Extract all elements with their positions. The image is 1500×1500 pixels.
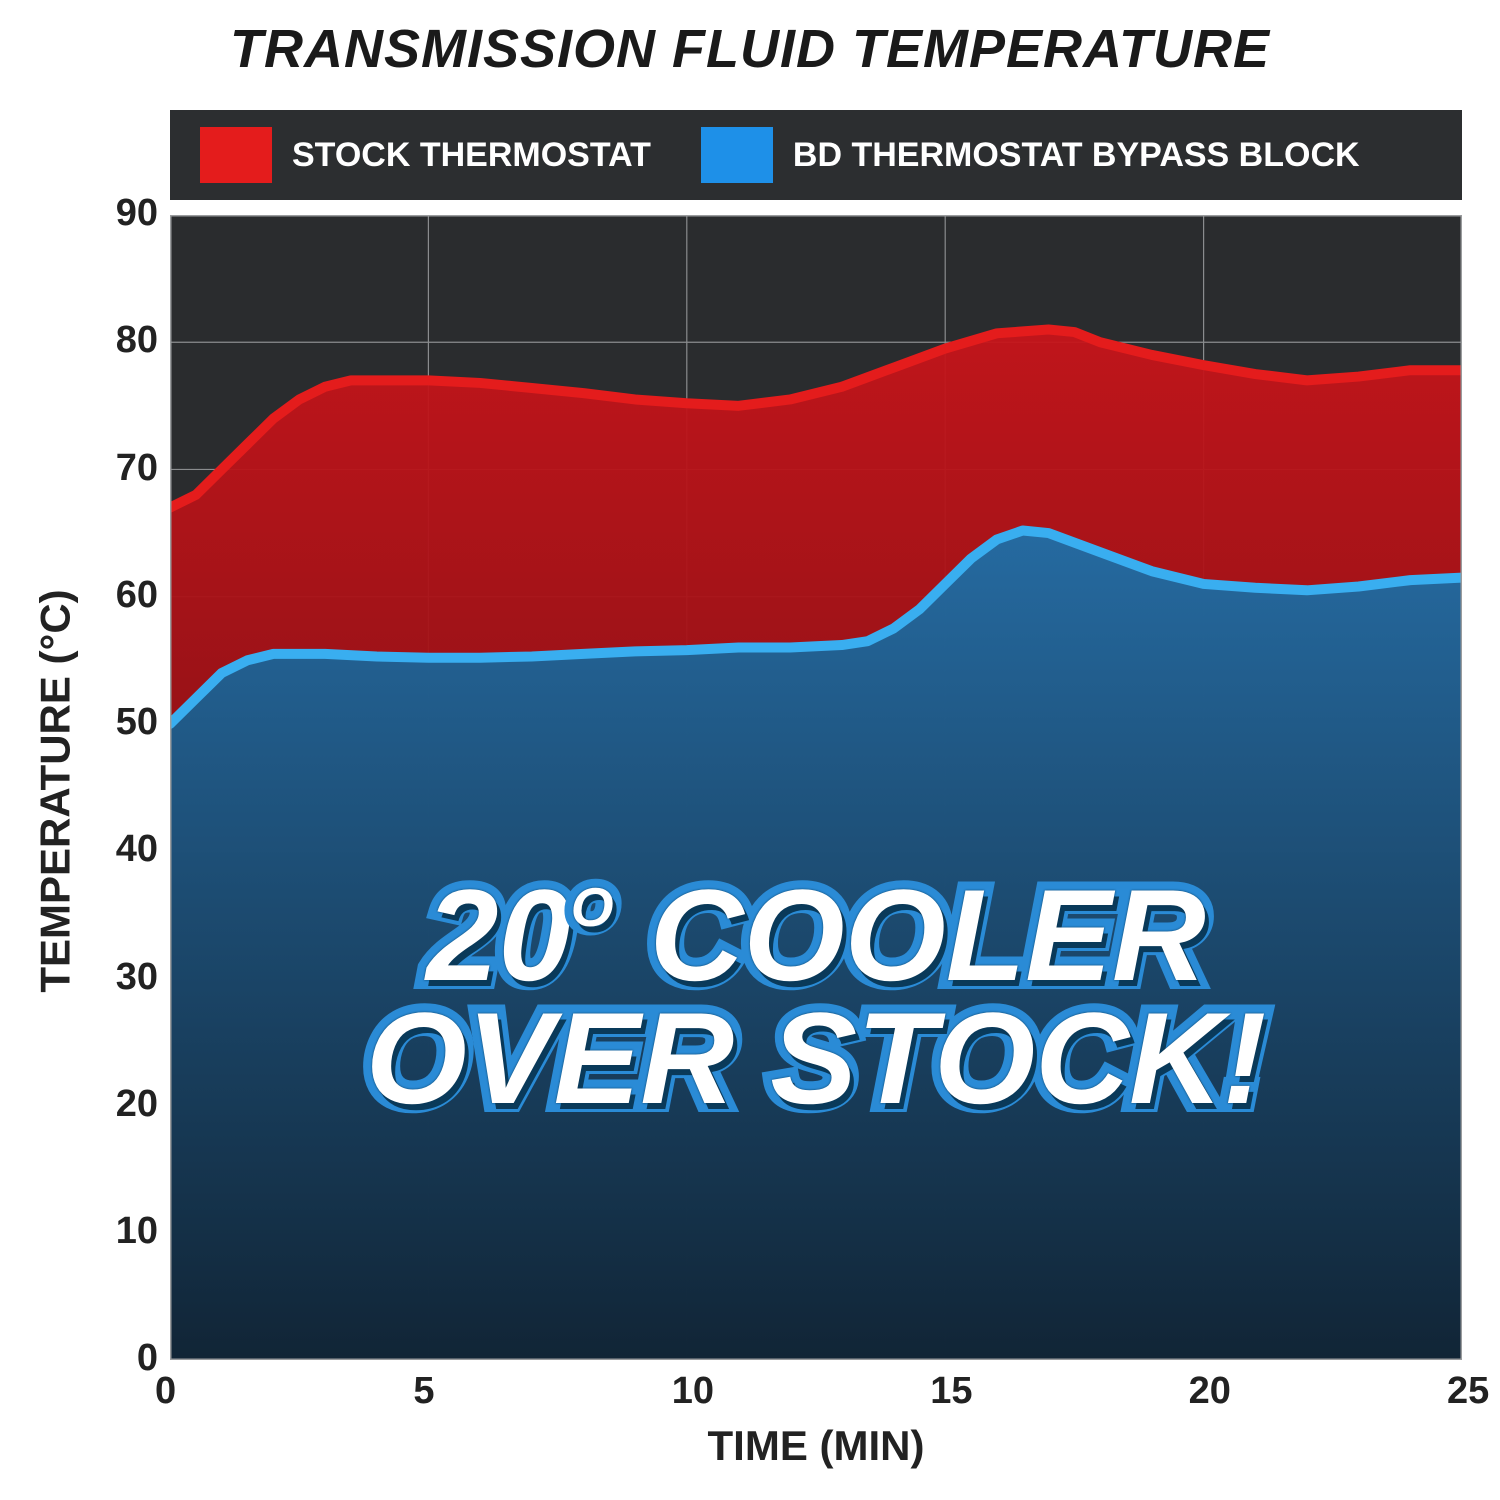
- plot-area: 20O COOLEROVER STOCK!: [170, 215, 1462, 1360]
- y-tick: 70: [116, 447, 158, 490]
- legend: STOCK THERMOSTAT BD THERMOSTAT BYPASS BLO…: [170, 110, 1462, 200]
- legend-swatch: [200, 127, 272, 183]
- legend-swatch: [701, 127, 773, 183]
- y-tick: 40: [116, 828, 158, 871]
- legend-item: BD THERMOSTAT BYPASS BLOCK: [701, 127, 1360, 183]
- x-axis-label: TIME (MIN): [170, 1422, 1462, 1470]
- x-tick: 15: [930, 1370, 972, 1413]
- legend-label: BD THERMOSTAT BYPASS BLOCK: [793, 136, 1360, 175]
- y-tick: 30: [116, 956, 158, 999]
- plot-svg: [170, 215, 1462, 1360]
- legend-item: STOCK THERMOSTAT: [200, 127, 651, 183]
- legend-label: STOCK THERMOSTAT: [292, 136, 651, 175]
- x-tick: 0: [155, 1370, 176, 1413]
- y-axis-label: TEMPERATURE (°C): [31, 218, 79, 1363]
- y-tick: 80: [116, 319, 158, 362]
- y-tick: 10: [116, 1210, 158, 1253]
- x-tick: 10: [672, 1370, 714, 1413]
- y-tick: 50: [116, 701, 158, 744]
- y-tick: 90: [116, 192, 158, 235]
- chart-container: TRANSMISSION FLUID TEMPERATURE STOCK THE…: [0, 0, 1500, 1500]
- chart-title: TRANSMISSION FLUID TEMPERATURE: [0, 18, 1500, 80]
- y-tick: 60: [116, 574, 158, 617]
- x-tick: 20: [1189, 1370, 1231, 1413]
- y-tick: 20: [116, 1083, 158, 1126]
- x-tick: 5: [413, 1370, 434, 1413]
- x-tick: 25: [1447, 1370, 1489, 1413]
